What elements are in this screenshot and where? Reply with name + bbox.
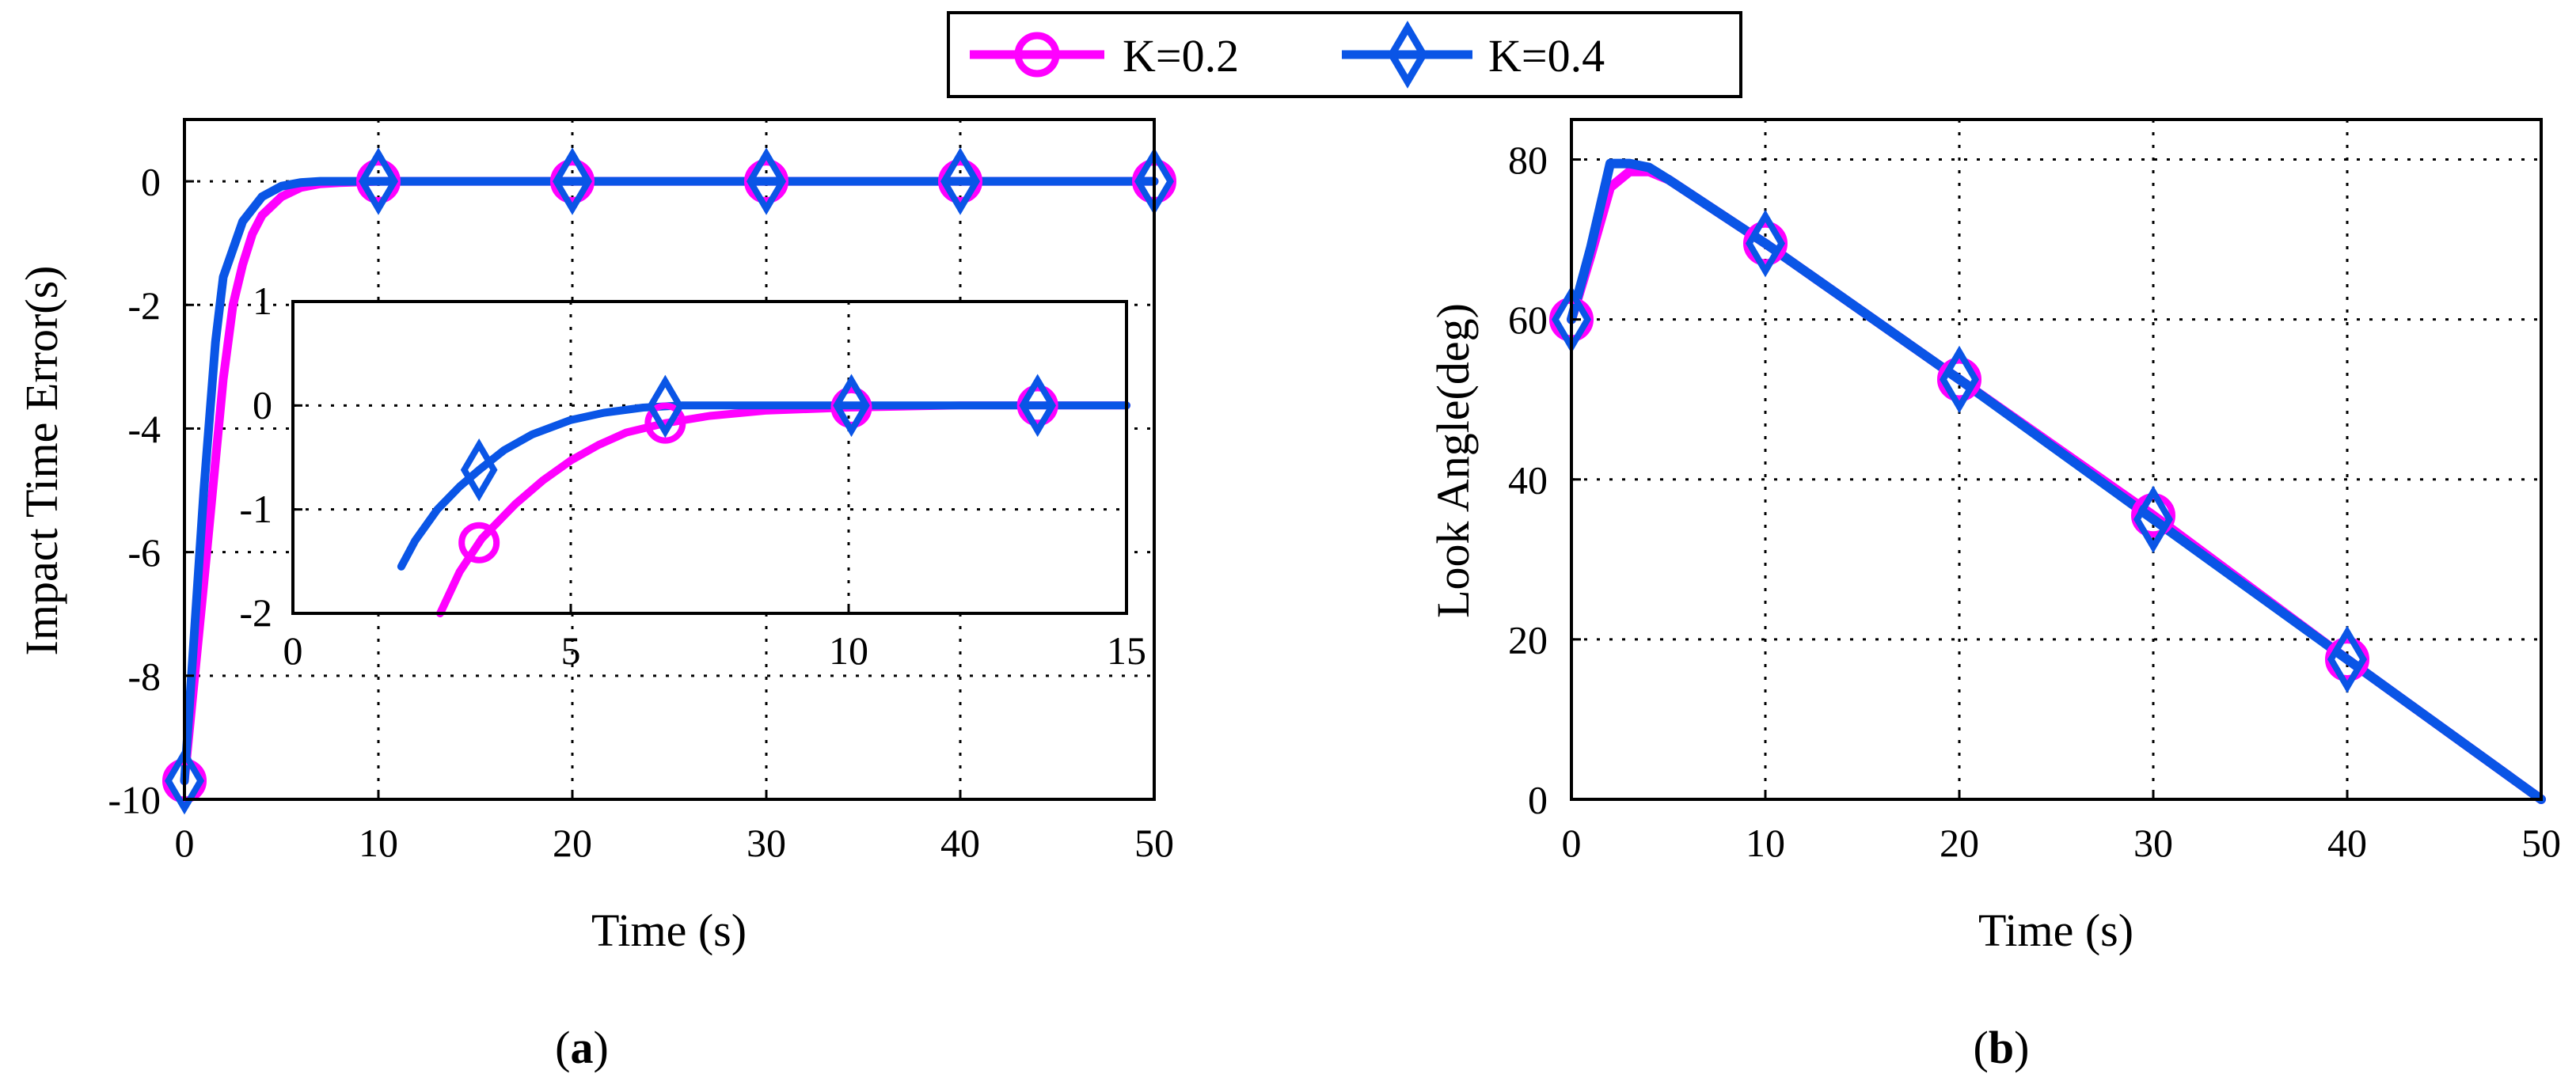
inset-series <box>397 374 1130 617</box>
panel-b-chart: 0 10 20 30 40 50 0 20 40 60 80 Time (s) Look Angle… <box>1427 118 2561 956</box>
inset-xtick-label: 0 <box>283 628 303 673</box>
panel-a-marker-diamond-k04 <box>358 147 399 215</box>
legend-diamond-marker <box>1387 21 1428 89</box>
panel-b-series <box>1549 158 2546 804</box>
inset-background <box>293 302 1127 613</box>
inset-marker-circle-k02 <box>644 402 686 444</box>
panel-b-xtick-label: 0 <box>1562 821 1582 865</box>
inset-ytick-label: 0 <box>253 382 272 427</box>
panel-a-xtick-label: 0 <box>175 821 195 865</box>
panel-b-series-line-k02 <box>1567 166 2546 804</box>
panel-a-ytick-label: -6 <box>127 530 161 575</box>
legend-label-k04: K=0.4 <box>1488 30 1605 82</box>
panel-b-ytick-label: 60 <box>1508 298 1548 342</box>
panel-a-ytick-label: -4 <box>127 407 161 451</box>
panel-a-chart: 0 10 20 30 40 50-10-8-6-4-20 0 5 10 15-2-101 Tim… <box>16 118 1176 956</box>
inset-marker-diamond-k04 <box>1019 374 1057 438</box>
panel-a-ylabel: Impact Time Error(s) <box>16 266 67 656</box>
panel-b-marker-diamond-k04 <box>2133 485 2174 554</box>
panel-b-ticks: 0 10 20 30 40 50 0 20 40 60 80 <box>1508 138 2561 865</box>
inset-marker-circle-k02 <box>458 522 500 563</box>
inset-xtick-label: 5 <box>561 628 581 673</box>
inset-ticks: 0 5 10 15 -2 -1 0 1 <box>239 279 1146 673</box>
legend-circle-marker <box>1014 32 1060 78</box>
panel-a-marker-diamond-k04 <box>746 147 787 215</box>
panel-a-series <box>162 147 1176 815</box>
panel-b-xtick-label: 20 <box>1940 821 1979 865</box>
inset-ytick-label: -1 <box>239 487 272 531</box>
panel-a-series-line-k04 <box>180 176 1159 786</box>
panel-a-ytick-label: -2 <box>127 283 161 328</box>
panel-a-ytick-label: 0 <box>141 160 161 204</box>
inset-xtick-label: 10 <box>829 628 868 673</box>
panel-a-xtick-label: 20 <box>553 821 592 865</box>
inset-marker-diamond-k04 <box>833 374 870 438</box>
panel-b-xtick-label: 10 <box>1746 821 1785 865</box>
inset-xtick-label: 15 <box>1107 628 1146 673</box>
panel-a-xtick-label: 10 <box>359 821 398 865</box>
panel-a-xtick-label: 40 <box>940 821 980 865</box>
panel-a-marker-diamond-k04 <box>940 147 981 215</box>
inset-ytick-label: 1 <box>253 279 272 323</box>
panel-b-ylabel: Look Angle(deg) <box>1427 303 1479 618</box>
panel-a-marker-diamond-k04 <box>164 746 205 815</box>
panel-b-xtick-label: 50 <box>2521 821 2561 865</box>
panel-b-ytick-label: 80 <box>1508 138 1548 182</box>
panel-b-marker-diamond-k04 <box>1745 209 1786 278</box>
inset-marker-diamond-k04 <box>647 374 684 438</box>
panel-b-xtick-label: 30 <box>2133 821 2173 865</box>
panel-b-frame <box>1570 118 2543 801</box>
panel-a-inset: 0 5 10 15 -2 -1 0 1 <box>239 279 1146 673</box>
legend-label-k02: K=0.2 <box>1123 30 1239 82</box>
inset-marker-diamond-k04 <box>460 438 498 502</box>
caption-a: (a) <box>555 1022 609 1073</box>
panel-a-frame <box>183 118 1156 801</box>
panel-b-xlabel: Time (s) <box>1978 905 2133 956</box>
panel-a-ytick-label: -8 <box>127 654 161 698</box>
legend: K=0.2 K=0.4 <box>947 11 1742 98</box>
panel-a-ytick-label: -10 <box>108 778 161 822</box>
panel-b-ytick-label: 40 <box>1508 457 1548 502</box>
inset-grid <box>293 302 1127 613</box>
panel-b-ytick-label: 20 <box>1508 617 1548 662</box>
panel-b-ytick-label: 0 <box>1528 778 1548 822</box>
panel-a-ticks: 0 10 20 30 40 50-10-8-6-4-20 <box>108 160 1174 865</box>
panel-b-marker-diamond-k04 <box>2327 625 2368 693</box>
inset-frame <box>291 300 1128 615</box>
inset-series-line-k04 <box>397 401 1130 571</box>
panel-b-xtick-label: 40 <box>2327 821 2367 865</box>
panel-b-marker-diamond-k04 <box>1939 345 1980 414</box>
panel-a-marker-diamond-k04 <box>552 147 593 215</box>
panel-a-xlabel: Time (s) <box>591 905 747 956</box>
panel-a-xtick-label: 50 <box>1134 821 1174 865</box>
panel-b-series-line-k04 <box>1567 158 2546 804</box>
caption-b: (b) <box>1974 1022 2030 1073</box>
panel-a-xtick-label: 30 <box>747 821 786 865</box>
inset-ytick-label: -2 <box>239 590 272 635</box>
